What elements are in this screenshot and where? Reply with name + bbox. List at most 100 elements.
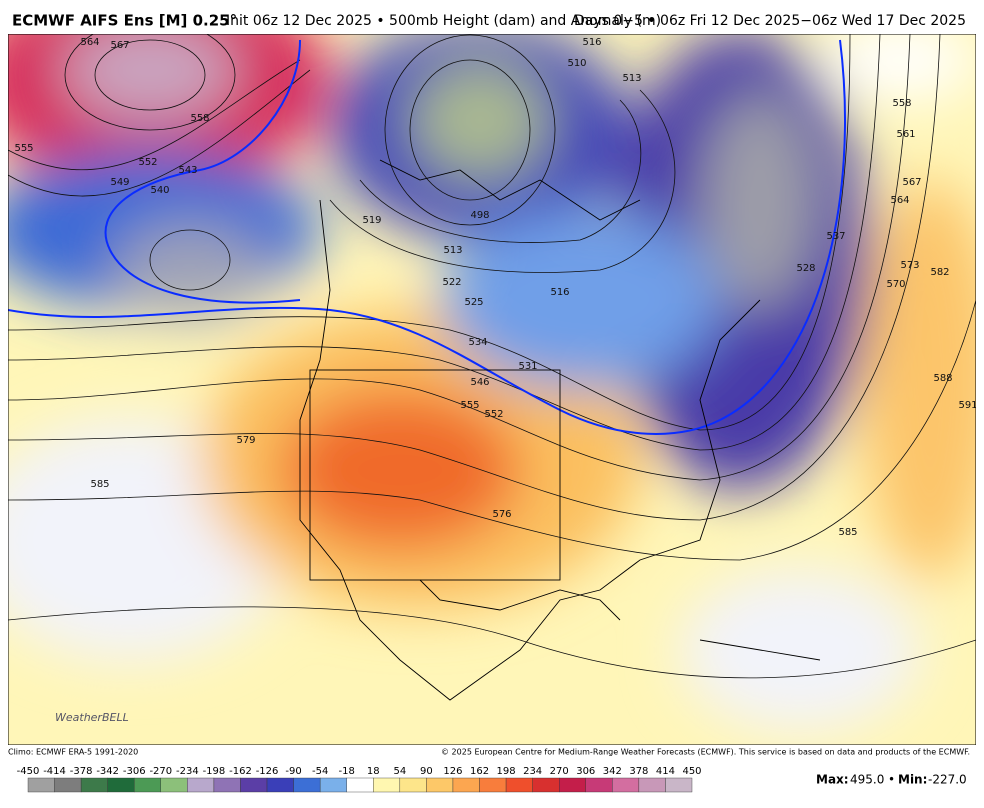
contour-label: 519 <box>362 215 381 226</box>
contour-label: 534 <box>468 337 487 348</box>
colorbar-tick-label: 90 <box>420 766 433 777</box>
contour-label: 588 <box>933 373 952 384</box>
colorbar-swatch <box>452 777 480 793</box>
init-text: Init 06z 12 Dec 2025 • 500mb Height (dam… <box>226 13 661 29</box>
colorbar-tick-label: -234 <box>176 766 199 777</box>
contour-label: 564 <box>80 37 99 48</box>
colorbar-tick-label: -54 <box>312 766 328 777</box>
colorbar-swatch <box>160 777 188 793</box>
colorbar: -450 -414 -378 -342 -306 -270 -234 -198 -162 -126… <box>17 766 702 793</box>
colorbar-tick-label: 270 <box>550 766 569 777</box>
min-value: -227.0 <box>928 773 967 787</box>
contour-label: 585 <box>90 479 109 490</box>
contour-label: 513 <box>622 73 641 84</box>
colorbar-swatch <box>134 777 162 793</box>
contour-label: 582 <box>930 267 949 278</box>
colorbar-swatch <box>505 777 533 793</box>
colorbar-tick-label: 414 <box>656 766 675 777</box>
contour-label: 510 <box>567 58 586 69</box>
anomaly-field <box>8 34 976 730</box>
colorbar-tick-label: -18 <box>339 766 355 777</box>
contour-label: 522 <box>442 277 461 288</box>
colorbar-tick-label: 378 <box>629 766 648 777</box>
contour-label: 576 <box>492 509 511 520</box>
contour-label: 567 <box>902 177 921 188</box>
colorbar-swatch <box>612 777 640 793</box>
contour-label: 531 <box>518 361 537 372</box>
contour-label: 537 <box>826 231 845 242</box>
colorbar-tick-label: 234 <box>523 766 542 777</box>
contour-label: 498 <box>470 210 489 221</box>
contour-label: 579 <box>236 435 255 446</box>
min-label: Min: <box>898 773 927 787</box>
contour-label: 570 <box>886 279 905 290</box>
copyright: © 2025 European Centre for Medium-Range … <box>441 748 970 757</box>
coastlines <box>299 159 821 701</box>
colorbar-swatch <box>426 777 454 793</box>
colorbar-swatch <box>346 777 374 793</box>
map: 564 5675555525495405435585195134985165225… <box>8 34 977 745</box>
contour-label: 558 <box>892 98 911 109</box>
contour-label: 546 <box>470 377 489 388</box>
contour-label: 543 <box>178 165 197 176</box>
colorbar-tick-label: 306 <box>576 766 595 777</box>
colorbar-swatch <box>107 777 135 793</box>
colorbar-tick-label: -414 <box>43 766 66 777</box>
max-value: 495.0 <box>850 773 884 787</box>
colorbar-swatch <box>80 777 108 793</box>
colorbar-tick-label: 162 <box>470 766 489 777</box>
colorbar-swatch <box>585 777 613 793</box>
contour-label: 552 <box>138 157 157 168</box>
colorbar-tick-label: -270 <box>149 766 172 777</box>
colorbar-swatch <box>266 777 294 793</box>
max-min: Max: 495.0 • Min: -227.0 <box>816 773 967 787</box>
contour-label: 528 <box>796 263 815 274</box>
colorbar-tick-label: -126 <box>256 766 279 777</box>
colorbar-tick-label: -378 <box>70 766 93 777</box>
contour-label: 558 <box>190 113 209 124</box>
contour-label: 573 <box>900 260 919 271</box>
colorbar-tick-label: 198 <box>497 766 516 777</box>
colorbar-swatch <box>293 777 321 793</box>
logo: WeatherBELL <box>55 711 129 724</box>
contour-label: 525 <box>464 297 483 308</box>
contour-label: 585 <box>838 527 857 538</box>
colorbar-tick-label: 54 <box>393 766 406 777</box>
colorbar-tick-label: 18 <box>367 766 380 777</box>
colorbar-swatch <box>27 777 55 793</box>
colorbar-swatch <box>240 777 268 793</box>
contour-label: 513 <box>443 245 462 256</box>
colorbar-tick-label: -450 <box>17 766 40 777</box>
colorbar-swatch <box>638 777 666 793</box>
colorbar-swatch <box>54 777 82 793</box>
contour-label: 540 <box>150 185 169 196</box>
title: ECMWF AIFS Ens [M] 0.25° <box>12 12 237 30</box>
contour-labels: 564 5675555525495405435585195134985165225… <box>14 37 977 538</box>
colorbar-tick-label: -306 <box>123 766 146 777</box>
colorbar-swatch <box>532 777 560 793</box>
contour-label: 567 <box>110 40 129 51</box>
colorbar-tick-label: -90 <box>285 766 301 777</box>
colorbar-tick-label: -162 <box>229 766 252 777</box>
colorbar-swatch <box>373 777 401 793</box>
separator: • <box>888 773 895 787</box>
colorbar-swatch <box>187 777 215 793</box>
days-text: Days 0−5 • 06z Fri 12 Dec 2025−06z Wed 1… <box>574 13 966 29</box>
colorbar-swatch <box>665 777 693 793</box>
height-contours <box>8 34 976 679</box>
climo-contour <box>104 39 301 304</box>
colorbar-swatch <box>399 777 427 793</box>
colorbar-swatch <box>319 777 347 793</box>
colorbar-tick-label: 342 <box>603 766 622 777</box>
colorbar-swatch <box>559 777 586 793</box>
contour-label: 552 <box>484 409 503 420</box>
colorbar-tick-label: 450 <box>682 766 701 777</box>
contour-label: 549 <box>110 177 129 188</box>
colorbar-swatch <box>479 777 507 793</box>
contour-label: 555 <box>14 143 33 154</box>
contour-label: 591 <box>958 400 977 411</box>
colorbar-tick-label: -342 <box>96 766 119 777</box>
contour-label: 516 <box>550 287 569 298</box>
